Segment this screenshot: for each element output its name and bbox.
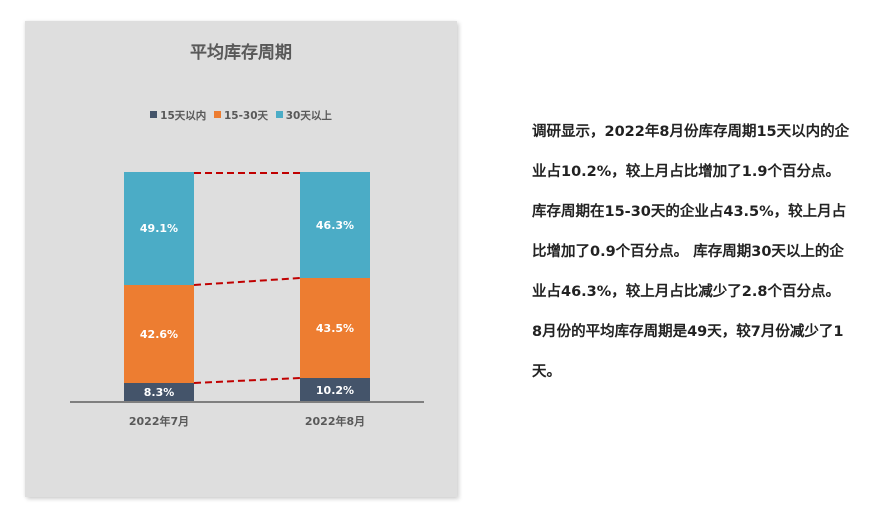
bar-2022-08: 46.3% 43.5% 10.2% — [300, 172, 370, 402]
legend-item-under-15-days: 15天以内 — [150, 108, 206, 123]
plot-area: 49.1% 42.6% 8.3% 46.3% 43.5% 10.2% 2022年… — [25, 21, 457, 497]
segment-15-30-days: 42.6% — [124, 285, 194, 383]
segment-under-15-days: 8.3% — [124, 383, 194, 402]
description-line: 天。 — [532, 364, 561, 380]
segment-over-30-days: 46.3% — [300, 172, 370, 278]
chart-title: 平均库存周期 — [190, 43, 292, 63]
x-tick-label: 2022年7月 — [128, 415, 190, 428]
segment-15-30-days: 43.5% — [300, 278, 370, 378]
legend-swatch-icon — [275, 111, 283, 118]
description-line: 调研显示，2022年8月份库存周期15天以内的企 — [532, 124, 850, 140]
x-axis-line — [70, 401, 424, 403]
legend-swatch-icon — [150, 111, 158, 118]
description-line: 库存周期在15-30天的企业占43.5%，较上月占 — [532, 204, 847, 220]
chart-panel: 平均库存周期 15天以内 15-30天 30天以上 49.1% 42.6% 8.… — [25, 21, 457, 497]
legend-label: 15天以内 — [160, 110, 207, 122]
segment-under-15-days: 10.2% — [300, 378, 370, 402]
x-tick-label: 2022年8月 — [304, 415, 366, 428]
legend-label: 30天以上 — [285, 110, 332, 122]
description-line: 8月份的平均库存周期是49天，较7月份减少了1 — [532, 324, 844, 340]
description-line: 业占10.2%，较上月占比增加了1.9个百分点。 — [532, 164, 840, 180]
segment-over-30-days: 49.1% — [124, 172, 194, 285]
chart-legend: 15天以内 15-30天 30天以上 — [25, 108, 457, 123]
legend-item-15-30-days: 15-30天 — [213, 108, 269, 123]
legend-swatch-icon — [213, 111, 221, 118]
legend-label: 15-30天 — [223, 110, 269, 122]
bar-2022-07: 49.1% 42.6% 8.3% — [124, 172, 194, 402]
description-line: 业占46.3%，较上月占比减少了2.8个百分点。 — [532, 284, 840, 300]
description-line: 比增加了0.9个百分点。 库存周期30天以上的企 — [532, 244, 844, 260]
description-text: 调研显示，2022年8月份库存周期15天以内的企 业占10.2%，较上月占比增加… — [532, 112, 882, 392]
legend-item-over-30-days: 30天以上 — [275, 108, 332, 123]
